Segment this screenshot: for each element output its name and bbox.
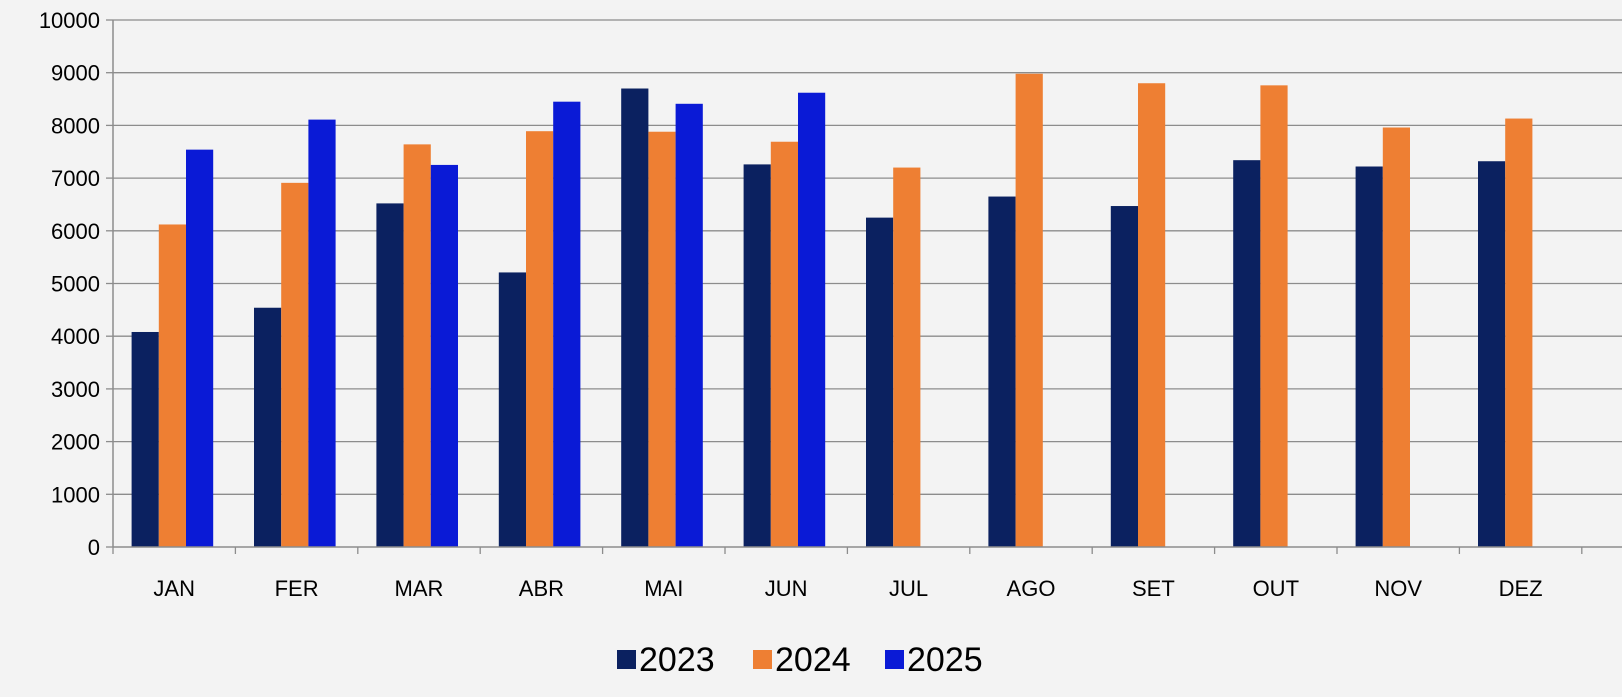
legend-swatch-2023 <box>617 650 636 669</box>
bar-2024-abr <box>526 131 554 547</box>
bar-2024-mai <box>648 131 676 547</box>
x-tick-label: OUT <box>1253 576 1299 601</box>
legend-swatch-2025 <box>885 650 904 669</box>
bar-2024-set <box>1138 83 1166 548</box>
legend-swatch-2024 <box>753 650 772 669</box>
x-tick-label: DEZ <box>1499 576 1543 601</box>
bars <box>131 73 1533 548</box>
y-tick-label: 6000 <box>51 219 100 244</box>
bar-2025-mar <box>430 164 458 548</box>
bar-2025-jun <box>798 92 826 547</box>
x-tick-label: JUN <box>765 576 808 601</box>
bar-2023-jun <box>743 164 771 547</box>
bar-2025-fer <box>308 119 336 547</box>
bar-2023-jan <box>131 331 159 547</box>
y-tick-labels: 0 1000 2000 3000 4000 5000 6000 7000 8000 9000 100… <box>39 8 100 560</box>
bar-2024-jun <box>770 141 798 547</box>
x-tick-label: ABR <box>519 576 564 601</box>
bar-2023-fer <box>254 307 282 547</box>
y-tick-label: 7000 <box>51 166 100 191</box>
y-tick-label: 4000 <box>51 324 100 349</box>
y-tick-label: 8000 <box>51 113 100 138</box>
bar-2023-out <box>1233 160 1261 547</box>
bar-2023-abr <box>498 272 526 547</box>
y-tick-label: 1000 <box>51 482 100 507</box>
x-tick-label: AGO <box>1007 576 1056 601</box>
bar-2024-jan <box>158 224 186 547</box>
x-tick-label: JUL <box>889 576 928 601</box>
legend: 2023 2024 2025 <box>617 641 983 679</box>
bar-2024-nov <box>1382 127 1410 548</box>
legend-label-2025: 2025 <box>907 641 983 679</box>
bar-2024-ago <box>1015 73 1043 547</box>
bar-2023-dez <box>1478 161 1506 547</box>
axes <box>106 19 1622 554</box>
x-tick-label: NOV <box>1374 576 1422 601</box>
x-tick-labels: JAN FER MAR ABR MAI JUN JUL AGO SET OUT NOV DEZ <box>153 576 1542 601</box>
bar-2023-mai <box>621 88 649 547</box>
y-tick-label: 10000 <box>39 8 100 33</box>
bar-2024-jul <box>893 167 921 547</box>
x-tick-label: FER <box>275 576 319 601</box>
bar-2024-mar <box>403 144 431 547</box>
y-tick-label: 5000 <box>51 272 100 297</box>
x-tick-label: JAN <box>153 576 195 601</box>
y-tick-label: 9000 <box>51 61 100 86</box>
bar-2023-nov <box>1355 166 1383 548</box>
bar-2025-jan <box>186 149 214 547</box>
bar-2025-mai <box>675 103 703 547</box>
bar-2023-set <box>1110 206 1138 547</box>
legend-label-2023: 2023 <box>639 641 715 679</box>
bar-2025-abr <box>553 101 581 547</box>
x-tick-label: MAR <box>395 576 444 601</box>
x-tick-label: SET <box>1132 576 1175 601</box>
bar-2023-mar <box>376 203 404 547</box>
x-tick-label: MAI <box>644 576 683 601</box>
legend-label-2024: 2024 <box>775 641 851 679</box>
y-tick-label: 0 <box>88 535 100 560</box>
bar-2023-ago <box>988 196 1016 548</box>
y-tick-label: 2000 <box>51 430 100 455</box>
bar-2024-fer <box>281 182 309 547</box>
bar-2024-out <box>1260 85 1288 548</box>
bar-2024-dez <box>1505 118 1533 547</box>
bar-2023-jul <box>866 217 894 547</box>
y-tick-label: 3000 <box>51 377 100 402</box>
